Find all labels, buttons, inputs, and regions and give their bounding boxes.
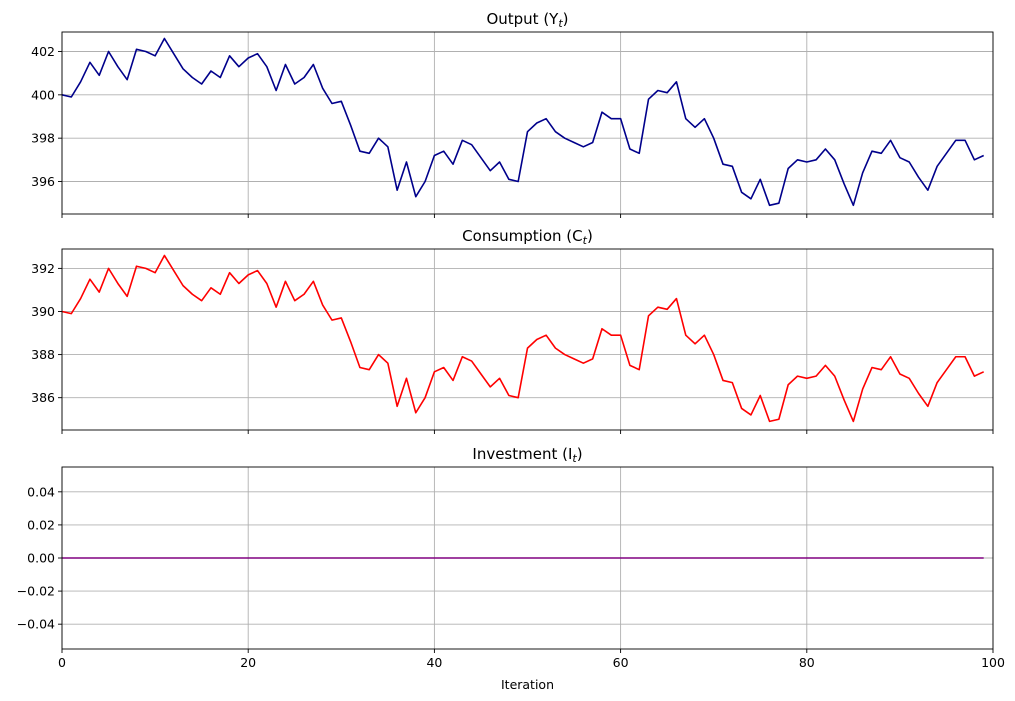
y-tick-label: 388 <box>31 347 55 362</box>
subplot-title: Consumption (Ct) <box>462 227 593 247</box>
title-close: ) <box>563 10 569 28</box>
subplot-3: 0 20 40 60 80 100 −0.04 −0.02 0.00 0.02 0.04 Invest… <box>17 445 1005 692</box>
plot-frame <box>61 248 994 431</box>
y-tick-label: 392 <box>31 261 55 276</box>
title-text: Output (Y <box>486 10 559 28</box>
y-tick-label: 0.04 <box>27 484 55 499</box>
y-tick-label: 0.00 <box>27 551 55 566</box>
x-tick-label: 80 <box>799 655 815 670</box>
x-tick-label: 60 <box>613 655 629 670</box>
plot-frame <box>61 31 994 215</box>
subplot-2: 386 388 390 392 Consumption (Ct) <box>31 227 994 434</box>
x-tick-label: 40 <box>426 655 442 670</box>
y-tick-label: 402 <box>31 44 55 59</box>
title-subscript: t <box>558 17 563 30</box>
title-subscript: t <box>572 452 577 465</box>
x-tick-label: 100 <box>981 655 1005 670</box>
x-tick-label: 20 <box>240 655 256 670</box>
y-tick-label: 396 <box>31 174 55 189</box>
title-text: Investment (I <box>472 445 572 463</box>
title-close: ) <box>587 227 593 245</box>
x-axis-label: Iteration <box>501 677 554 692</box>
y-tick-label: 400 <box>31 87 55 102</box>
x-tick-label: 0 <box>58 655 66 670</box>
y-tick-label: 390 <box>31 304 55 319</box>
y-tick-label: −0.04 <box>17 617 55 632</box>
title-subscript: t <box>583 234 588 247</box>
series-line <box>61 254 985 423</box>
y-tick-label: −0.02 <box>17 584 55 599</box>
subplot-title: Output (Yt) <box>486 10 568 30</box>
y-tick-label: 0.02 <box>27 517 55 532</box>
y-tick-label: 398 <box>31 131 55 146</box>
title-close: ) <box>577 445 583 463</box>
series-line <box>61 37 985 207</box>
subplot-title: Investment (It) <box>472 445 582 465</box>
y-tick-label: 386 <box>31 390 55 405</box>
subplot-1: 396 398 400 402 Output (Yt) <box>31 10 994 218</box>
title-text: Consumption (C <box>462 227 582 245</box>
